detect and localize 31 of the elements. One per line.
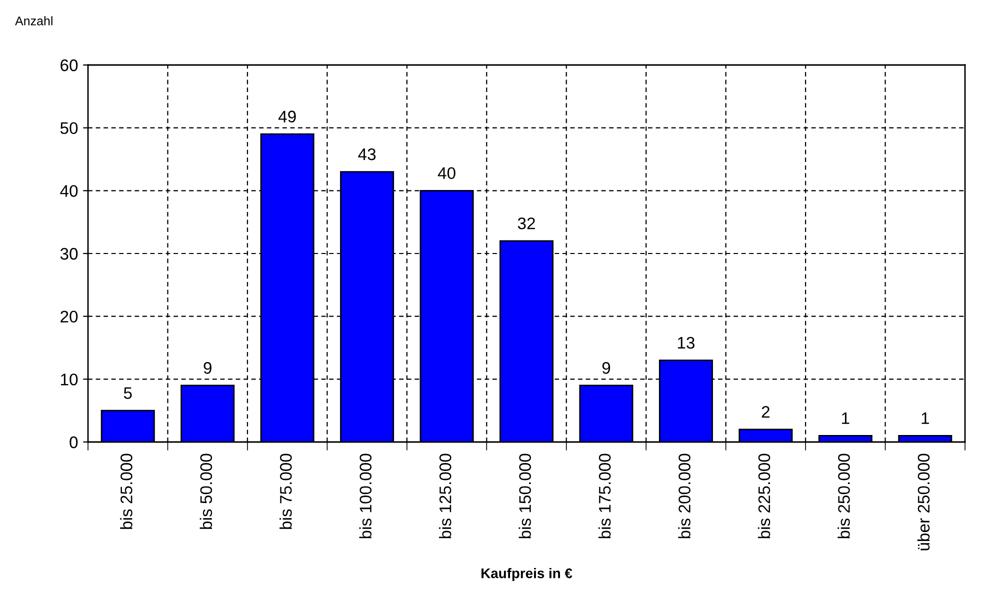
data-label: 9 [602, 362, 610, 374]
x-tick-label: bis 175.000 [598, 454, 611, 538]
y-tick-label: 20 [60, 310, 78, 323]
y-axis-title: Anzahl [15, 16, 52, 26]
data-label: 5 [124, 387, 132, 399]
x-tick-label: über 250.000 [917, 454, 930, 550]
x-tick-label: bis 100.000 [359, 454, 372, 538]
x-tick-label: bis 250.000 [838, 454, 850, 538]
data-label: 2 [762, 406, 770, 418]
x-tick-label: bis 25.000 [120, 454, 132, 529]
y-tick-label: 60 [60, 59, 78, 72]
y-tick-label: 40 [60, 185, 78, 197]
data-label: 13 [678, 336, 694, 349]
data-label: 40 [438, 167, 456, 180]
data-label: 1 [842, 412, 850, 424]
data-label: 1 [922, 412, 929, 424]
x-axis-title: Kaufpreis in € [482, 568, 572, 581]
data-label: 43 [358, 148, 376, 160]
x-tick-label: bis 200.000 [678, 454, 690, 538]
data-label: 9 [204, 362, 212, 374]
data-label: 32 [518, 218, 535, 230]
y-tick-label: 10 [61, 374, 78, 386]
x-tick-label: bis 125.000 [439, 454, 452, 538]
data-label: 49 [278, 110, 296, 122]
y-tick-label: 50 [60, 122, 78, 134]
x-tick-label: bis 75.000 [280, 454, 292, 529]
y-tick-label: 30 [60, 248, 78, 260]
x-tick-label: bis 150.000 [518, 454, 531, 538]
y-tick-label: 0 [70, 436, 78, 448]
x-tick-label: bis 225.000 [758, 454, 770, 538]
x-tick-label: bis 50.000 [200, 454, 212, 529]
